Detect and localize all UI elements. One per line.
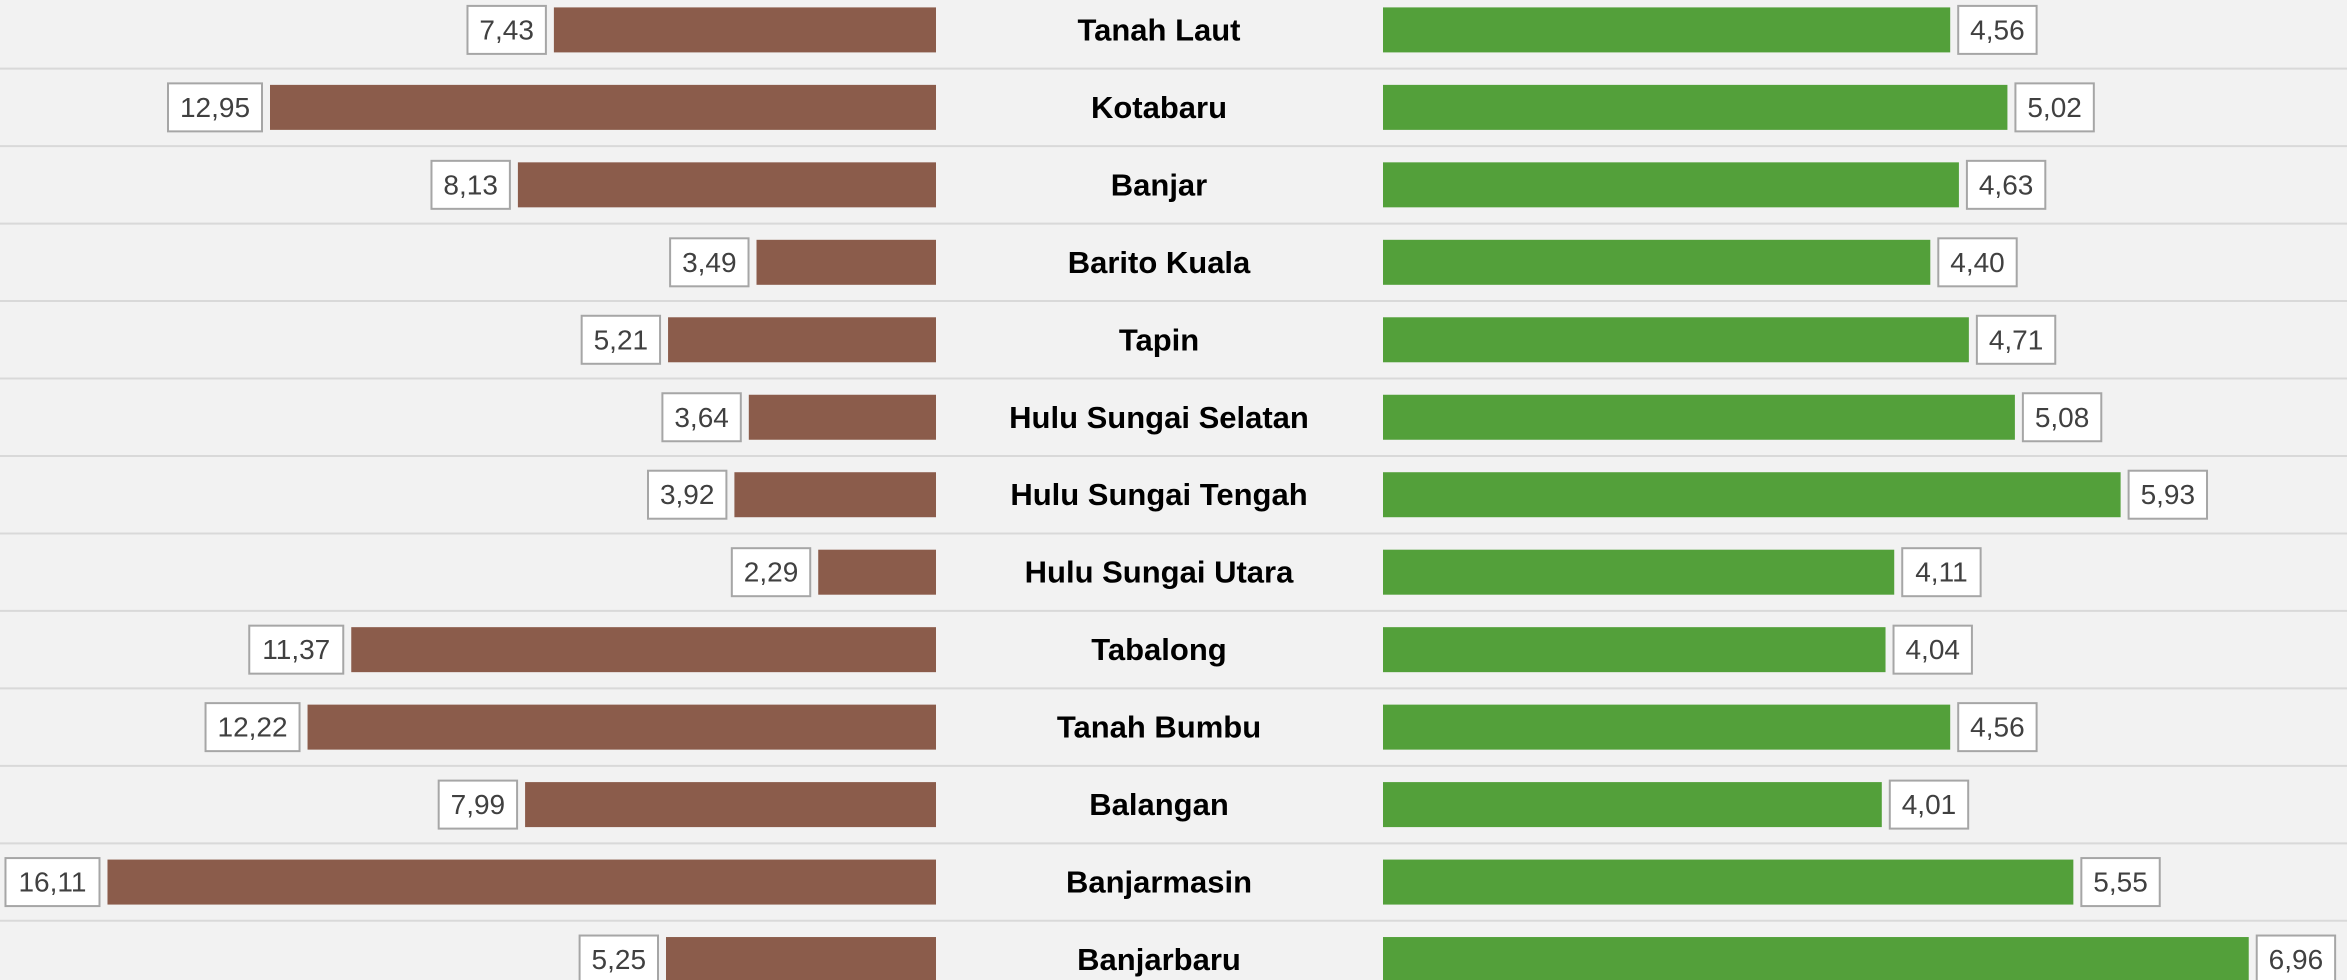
bar — [553, 7, 936, 53]
value-label: 5,08 — [2035, 402, 2090, 433]
value-label: 4,04 — [1905, 634, 1960, 665]
value-label-box — [1901, 547, 1982, 598]
category-label: Banjarbaru — [1077, 942, 1241, 977]
value-label: 4,63 — [1979, 169, 2034, 200]
value-label: 8,13 — [443, 169, 498, 200]
category-label: Balangan — [1089, 787, 1229, 822]
value-label-box — [730, 547, 812, 598]
value-label: 4,11 — [1915, 557, 1967, 588]
value-label-box — [1937, 237, 2018, 288]
bar — [1383, 782, 1882, 828]
value-label-box — [2255, 934, 2337, 980]
bar — [1383, 84, 2008, 130]
bar — [1383, 937, 2249, 980]
category-label: Kotabaru — [1091, 90, 1227, 125]
category-label: Tanah Bumbu — [1057, 710, 1261, 745]
bar — [525, 782, 936, 828]
category-label: Hulu Sungai Selatan — [1009, 400, 1309, 435]
value-label-box — [669, 237, 750, 288]
value-label: 16,11 — [18, 867, 86, 898]
value-label: 3,49 — [682, 247, 737, 278]
value-label-box — [1957, 4, 2038, 55]
value-label: 11,37 — [262, 634, 330, 665]
value-label: 5,02 — [2027, 92, 2082, 123]
value-label: 4,56 — [1970, 14, 2025, 45]
bar — [1383, 859, 2074, 905]
value-label: 5,25 — [592, 944, 647, 975]
value-label: 5,93 — [2141, 479, 2196, 510]
value-label-box — [2021, 392, 2103, 443]
value-label-box — [2127, 469, 2209, 520]
bar — [748, 394, 936, 440]
bar — [1383, 394, 2015, 440]
value-label: 3,64 — [674, 402, 729, 433]
bar — [270, 84, 936, 130]
bar — [734, 472, 936, 518]
value-label: 6,96 — [2269, 944, 2324, 975]
value-label: 4,71 — [1989, 324, 2044, 355]
bar — [1383, 7, 1951, 53]
bar — [107, 859, 936, 905]
value-label-box — [1888, 779, 1970, 830]
value-label: 4,01 — [1902, 789, 1957, 820]
bar — [668, 317, 936, 363]
value-label: 4,40 — [1950, 247, 2005, 278]
bar — [1383, 472, 2121, 518]
bar — [1383, 627, 1886, 673]
value-label-box — [4, 857, 101, 908]
value-label: 7,43 — [479, 14, 534, 45]
bar — [517, 162, 936, 208]
bar — [756, 239, 936, 285]
category-label: Tabalong — [1091, 632, 1226, 667]
value-label: 3,92 — [660, 479, 715, 510]
value-label-box — [2014, 82, 2095, 133]
value-label-box — [167, 82, 263, 133]
category-label: Hulu Sungai Tengah — [1010, 477, 1307, 512]
value-label-box — [466, 4, 547, 55]
value-label-box — [430, 159, 511, 210]
value-label-box — [1892, 624, 1973, 675]
bar — [1383, 239, 1931, 285]
value-label: 12,22 — [218, 712, 288, 743]
value-label-box — [1975, 314, 2057, 365]
category-label: Tanah Laut — [1077, 12, 1240, 47]
bar — [1383, 549, 1895, 595]
value-label-box — [437, 779, 519, 830]
bar — [1383, 162, 1959, 208]
value-label-box — [204, 702, 301, 753]
value-label: 5,55 — [2093, 867, 2148, 898]
category-label: Tapin — [1119, 322, 1199, 357]
bar — [307, 704, 936, 750]
value-label-box — [2080, 857, 2161, 908]
value-label-box — [1957, 702, 2038, 753]
category-label: Banjar — [1111, 167, 1207, 202]
bar — [818, 549, 936, 595]
category-label: Hulu Sungai Utara — [1025, 555, 1294, 590]
value-label: 2,29 — [744, 557, 799, 588]
bar — [666, 937, 936, 980]
value-label-box — [578, 934, 659, 980]
value-label-box — [1965, 159, 2047, 210]
value-label-box — [647, 469, 728, 520]
category-label: Barito Kuala — [1068, 245, 1251, 280]
category-label: Banjarmasin — [1066, 865, 1252, 900]
value-label: 4,56 — [1970, 712, 2025, 743]
value-label-box — [248, 624, 345, 675]
bar — [351, 627, 936, 673]
bar — [1383, 317, 1969, 363]
value-label: 5,21 — [594, 324, 649, 355]
value-label-box — [580, 314, 662, 365]
value-label: 12,95 — [180, 92, 250, 123]
value-label-box — [661, 392, 742, 443]
bar — [1383, 704, 1951, 750]
value-label: 7,99 — [451, 789, 506, 820]
